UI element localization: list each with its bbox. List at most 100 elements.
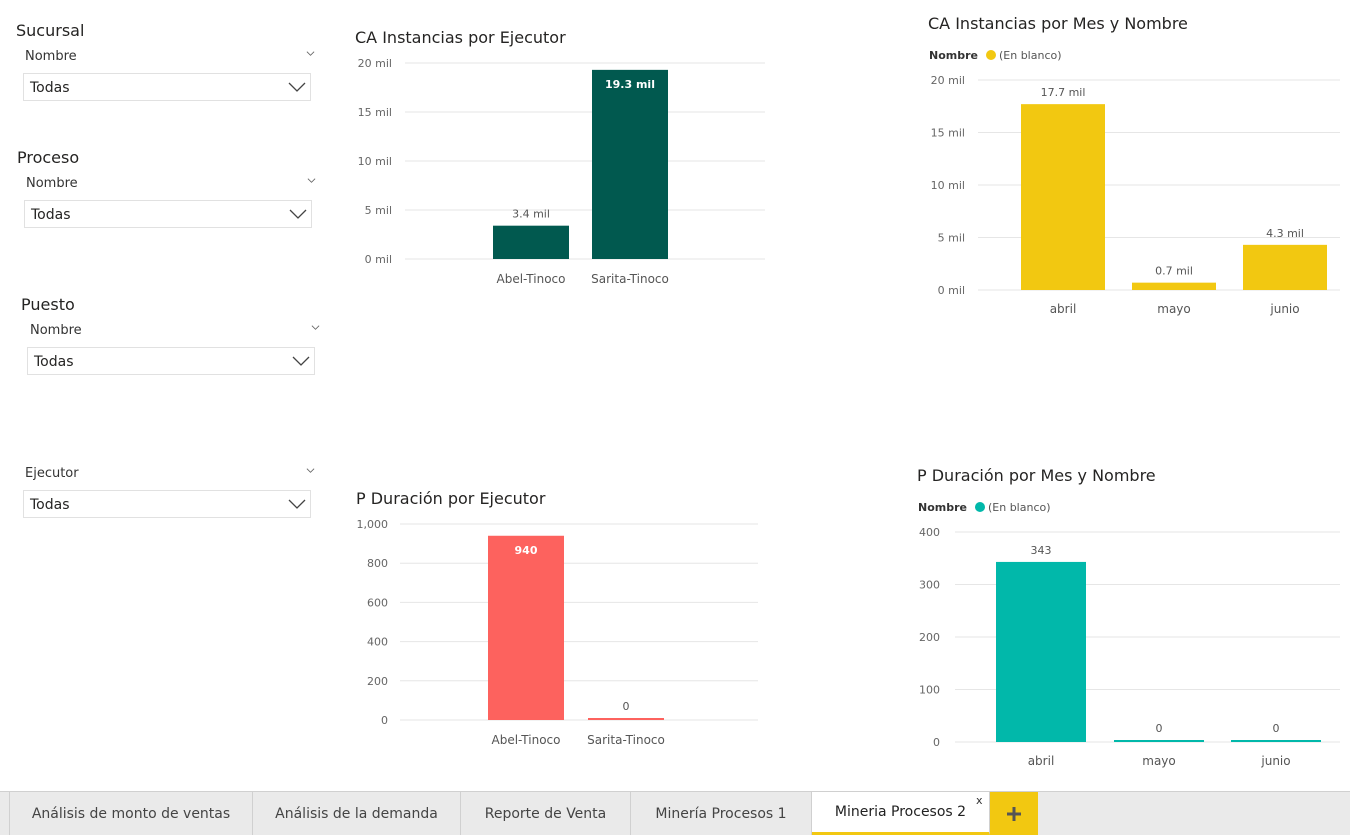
tab-label: Minería Procesos 1	[655, 805, 787, 822]
y-tick-label: 0 mil	[365, 253, 392, 266]
chart-title: CA Instancias por Mes y Nombre	[928, 14, 1188, 33]
bar[interactable]	[1021, 104, 1105, 291]
y-tick-label: 15 mil	[358, 106, 392, 119]
slicer-field-label: Nombre	[26, 176, 78, 191]
tab-label: Análisis de la demanda	[275, 805, 438, 822]
x-tick-label: mayo	[1142, 754, 1176, 768]
bar[interactable]	[1132, 282, 1216, 290]
slicer-title: Proceso	[17, 148, 80, 167]
y-tick-label: 10 mil	[931, 179, 965, 192]
y-tick-label: 300	[919, 579, 940, 592]
tab-label: Reporte de Venta	[484, 805, 607, 822]
tab-analisis-demanda[interactable]: Análisis de la demanda	[253, 792, 461, 835]
slicer-field-header[interactable]: Ejecutor	[25, 466, 315, 481]
chart-title: P Duración por Mes y Nombre	[917, 466, 1156, 485]
slicer-value: Todas	[34, 354, 74, 370]
chart-legend: Nombre (En blanco)	[918, 501, 1051, 514]
slicer-dropdown[interactable]: Todas	[23, 490, 311, 518]
close-tab-icon[interactable]: x	[976, 794, 983, 807]
slicer-field-header[interactable]: Nombre	[26, 176, 316, 191]
chart-title: CA Instancias por Ejecutor	[355, 28, 566, 47]
x-tick-label: mayo	[1157, 302, 1191, 316]
chevron-down-icon[interactable]	[311, 323, 320, 332]
chevron-down-icon[interactable]	[288, 80, 306, 94]
slicer-value: Todas	[30, 80, 70, 96]
x-tick-label: junio	[1269, 302, 1299, 316]
y-tick-label: 10 mil	[358, 155, 392, 168]
legend-marker	[974, 502, 985, 512]
data-label: 343	[1031, 544, 1052, 557]
chevron-down-icon[interactable]	[306, 49, 315, 58]
y-tick-label: 0	[381, 714, 388, 727]
slicer-field-label: Nombre	[30, 323, 82, 338]
y-tick-label: 0	[933, 736, 940, 749]
slicer-field-label: Ejecutor	[25, 466, 79, 481]
y-tick-label: 5 mil	[938, 232, 965, 245]
chart-legend: Nombre (En blanco)	[929, 49, 1062, 62]
slicer-title: Sucursal	[16, 21, 85, 40]
y-tick-label: 400	[367, 636, 388, 649]
chevron-down-icon[interactable]	[307, 176, 316, 185]
chevron-down-icon[interactable]	[306, 466, 315, 475]
tab-mineria-procesos-2[interactable]: Mineria Procesos 2	[812, 792, 990, 835]
tab-label: Mineria Procesos 2	[834, 804, 967, 820]
y-tick-label: 400	[919, 526, 940, 539]
add-page-button[interactable]	[990, 792, 1038, 835]
legend-item-label[interactable]: (En blanco)	[987, 501, 1051, 514]
y-tick-label: 0 mil	[938, 284, 965, 297]
tab-analisis-monto-ventas[interactable]: Análisis de monto de ventas	[9, 792, 253, 835]
plus-icon	[1007, 806, 1021, 821]
data-label: 0	[1156, 722, 1163, 735]
slicer-dropdown[interactable]: Todas	[24, 200, 312, 228]
legend-marker	[985, 50, 996, 60]
data-label: 3.4 mil	[512, 208, 550, 221]
chevron-down-icon[interactable]	[292, 354, 310, 368]
y-tick-label: 20 mil	[931, 74, 965, 87]
bar[interactable]	[1231, 740, 1321, 742]
chart-ca-mes-plot: 0 mil 5 mil 10 mil 15 mil 20 mil 17.7 mil abri…	[931, 74, 1340, 316]
chart-p-mes-plot: 0 100 200 300 400 343 abril 0 mayo 0 junio	[919, 526, 1340, 768]
x-tick-label: Abel-Tinoco	[492, 733, 561, 747]
x-tick-label: junio	[1260, 754, 1290, 768]
y-tick-label: 15 mil	[931, 127, 965, 140]
chart-ca-ejecutor-plot: 0 mil 5 mil 10 mil 15 mil 20 mil 3.4 mil Abel-…	[358, 57, 765, 286]
y-tick-label: 200	[919, 631, 940, 644]
bar[interactable]	[493, 225, 569, 259]
tab-label: Análisis de monto de ventas	[31, 805, 231, 822]
data-label: 0	[1273, 722, 1280, 735]
bar[interactable]	[996, 561, 1086, 742]
slicer-dropdown[interactable]: Todas	[23, 73, 311, 101]
chevron-down-icon[interactable]	[288, 497, 306, 511]
bar[interactable]	[588, 718, 664, 720]
data-label: 19.3 mil	[605, 78, 655, 91]
x-tick-label: abril	[1050, 302, 1077, 316]
bar[interactable]	[592, 69, 668, 259]
chevron-down-icon[interactable]	[289, 207, 307, 221]
slicer-field-header[interactable]: Nombre	[30, 323, 320, 338]
data-label: 940	[515, 544, 538, 557]
y-tick-label: 600	[367, 596, 388, 609]
slicer-value: Todas	[30, 497, 70, 513]
y-tick-label: 200	[367, 675, 388, 688]
legend-title: Nombre	[929, 49, 978, 62]
x-tick-label: Sarita-Tinoco	[587, 733, 665, 747]
page-tab-bar: Análisis de monto de ventas Análisis de …	[0, 791, 1350, 835]
tab-reporte-venta[interactable]: Reporte de Venta	[461, 792, 631, 835]
y-tick-label: 800	[367, 557, 388, 570]
legend-title: Nombre	[918, 501, 967, 514]
y-tick-label: 1,000	[357, 518, 389, 531]
y-tick-label: 5 mil	[365, 204, 392, 217]
tab-mineria-procesos-1[interactable]: Minería Procesos 1	[631, 792, 812, 835]
data-label: 17.7 mil	[1041, 86, 1086, 99]
slicer-field-header[interactable]: Nombre	[25, 49, 315, 64]
slicer-dropdown[interactable]: Todas	[27, 347, 315, 375]
x-tick-label: abril	[1028, 754, 1055, 768]
slicer-value: Todas	[31, 207, 71, 223]
bar[interactable]	[1243, 244, 1327, 290]
bar[interactable]	[1114, 740, 1204, 742]
bar[interactable]	[488, 535, 564, 720]
slicer-title: Puesto	[21, 295, 75, 314]
legend-item-label[interactable]: (En blanco)	[998, 49, 1062, 62]
chart-p-ejecutor-plot: 0 200 400 600 800 1,000 940 Abel-Tinoco 0 Sarita-…	[357, 518, 758, 747]
data-label: 4.3 mil	[1266, 227, 1304, 240]
